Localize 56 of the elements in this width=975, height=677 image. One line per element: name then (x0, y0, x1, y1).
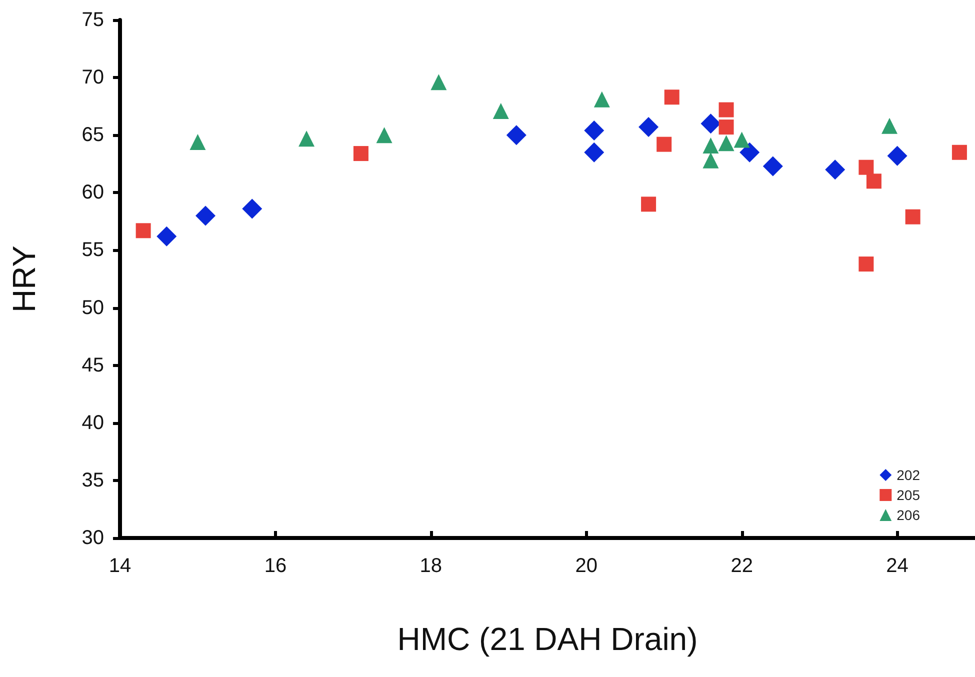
point (702, 137, 719, 154)
legend-label: 206 (896, 507, 920, 523)
point (762, 156, 783, 176)
x-tick-label: 24 (886, 555, 908, 577)
y-tick-label: 60 (82, 182, 104, 204)
x-tick-label: 14 (108, 555, 132, 577)
y-tick-label: 55 (82, 239, 104, 262)
point (718, 102, 734, 118)
point (882, 118, 898, 134)
point (156, 226, 177, 246)
point (353, 146, 368, 162)
point (825, 160, 846, 180)
point (664, 90, 680, 105)
point (718, 120, 734, 135)
point (905, 209, 920, 224)
point (376, 127, 392, 144)
point (734, 132, 750, 148)
y-tick-label: 65 (82, 124, 104, 146)
y-tick-label: 30 (82, 527, 104, 549)
legend-label: 202 (896, 467, 920, 483)
point (641, 196, 656, 212)
point (196, 206, 216, 226)
point (887, 146, 908, 166)
point (430, 74, 447, 90)
point (506, 125, 526, 146)
point (952, 144, 967, 160)
y-tick-label: 75 (82, 9, 104, 31)
x-tick-label: 16 (264, 555, 287, 577)
point (584, 142, 604, 162)
point (136, 223, 151, 238)
x-tick-label: 18 (420, 555, 442, 577)
point (858, 256, 874, 272)
point (858, 160, 874, 175)
y-tick-label: 40 (82, 412, 104, 434)
x-axis-title: HMC (21 DAH Drain) (397, 621, 698, 657)
point (866, 174, 882, 189)
point (492, 102, 509, 119)
point (702, 152, 719, 168)
legend-label: 205 (896, 487, 920, 503)
y-tick-label: 35 (82, 469, 104, 492)
point (298, 130, 315, 147)
x-tick-label: 20 (575, 555, 598, 577)
point (594, 91, 610, 108)
point (190, 134, 206, 150)
y-tick-label: 70 (82, 66, 104, 89)
x-tick-label: 22 (730, 555, 753, 577)
point (718, 135, 734, 152)
point (656, 136, 672, 152)
point (740, 142, 760, 162)
y-tick-label: 45 (82, 354, 104, 376)
point (638, 117, 659, 138)
point (242, 198, 262, 219)
y-tick-label: 50 (82, 296, 104, 319)
y-axis-title: HRY (6, 246, 42, 312)
point (700, 114, 721, 134)
point (584, 120, 604, 141)
